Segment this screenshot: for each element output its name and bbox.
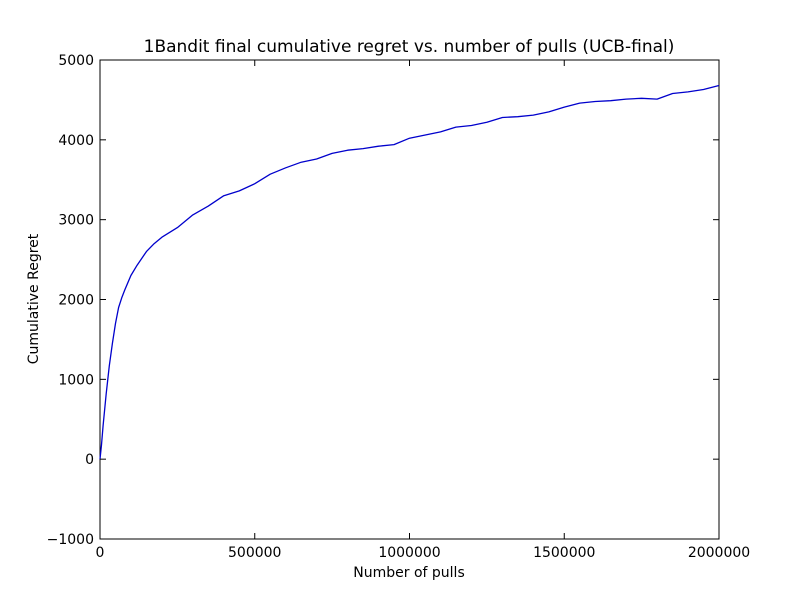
y-tick-label: 1000 — [58, 372, 94, 388]
y-tick-label: 3000 — [58, 213, 94, 229]
x-tick-label: 1000000 — [378, 545, 440, 561]
ticks-layer: 0 500000 1000000 1500000 2000000−10000100020… — [47, 53, 751, 561]
series-line — [99, 84, 720, 460]
x-tick-label: 500000 — [228, 545, 281, 561]
y-tick-label: 4000 — [58, 133, 94, 149]
x-tick-label: 0 — [96, 545, 105, 561]
y-tick-label: −1000 — [47, 532, 94, 548]
x-axis-label: Number of pulls — [353, 565, 464, 581]
x-tick-label: 2000000 — [688, 545, 750, 561]
y-tick-label: 2000 — [58, 293, 94, 309]
plot-line-layer — [99, 84, 720, 460]
chart-title: 1Bandit final cumulative regret vs. numb… — [144, 37, 675, 57]
x-tick-label: 1500000 — [533, 545, 595, 561]
y-axis-label: Cumulative Regret — [26, 233, 42, 364]
y-tick-label: 5000 — [58, 53, 94, 69]
plot-frame — [99, 59, 720, 540]
y-tick-label: 0 — [85, 452, 94, 468]
